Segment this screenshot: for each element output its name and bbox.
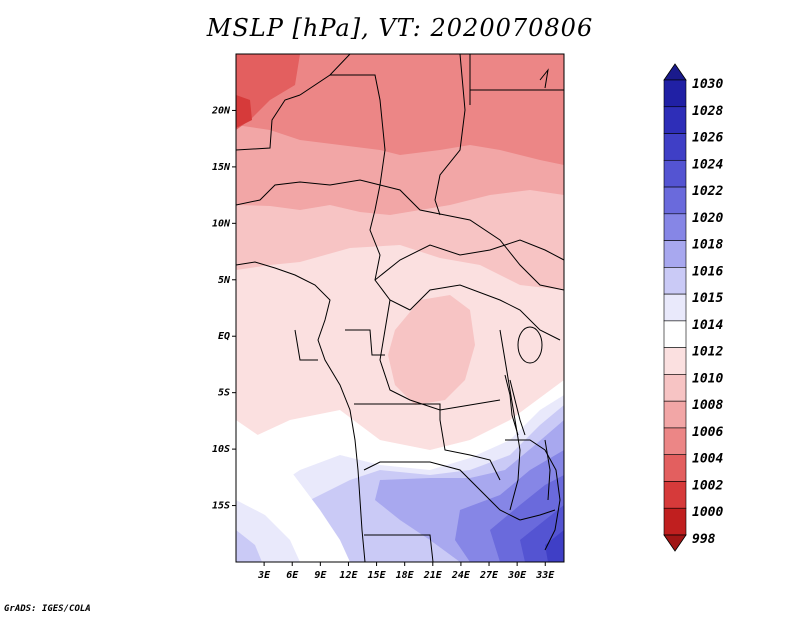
lon-tick-label: 12E [339,570,358,581]
colorbar-label: 1015 [692,291,723,306]
colorbar-label: 1024 [692,157,723,172]
colorbar-label: 1028 [692,104,723,119]
lon-tick-label: 30E [507,570,527,581]
colorbar-swatch [663,293,687,322]
colorbar-swatch [663,186,687,215]
country-borders [236,54,564,562]
colorbar-label: 1008 [692,398,723,413]
colorbar-swatch [663,320,687,348]
map-title: MSLP [hPa], VT: 2020070806 [206,14,594,42]
colorbar-label: 1010 [692,371,723,386]
colorbar-label: 1004 [692,452,723,467]
colorbar-label: 998 [692,532,716,547]
grads-credit: GrADS: IGES/COLA [4,604,91,614]
lat-tick-label: 20N [211,105,231,116]
colorbar-swatch [663,507,687,536]
colorbar-swatch [663,79,687,108]
colorbar-label: 1022 [692,184,723,199]
colorbar-label: 1012 [692,345,723,360]
lon-tick-label: 15E [368,570,387,581]
colorbar-swatch [663,213,687,241]
colorbar-bottom-arrow [663,534,687,552]
colorbar-label: 1020 [692,211,723,226]
lat-tick-label: 5S [218,388,230,399]
lat-tick-label: 15N [212,162,231,173]
colorbar-label: 1016 [692,264,723,279]
colorbar-swatch [663,106,687,134]
colorbar-swatch [663,400,687,429]
colorbar-swatch [663,267,687,295]
colorbar-label: 1006 [692,425,723,440]
lakes [504,68,551,501]
colorbar-label: 1026 [692,131,723,146]
colorbar-label: 1000 [692,505,723,520]
colorbar-swatch [663,133,687,161]
colorbar-swatch [663,427,687,456]
lat-tick-label: 10N [212,218,231,229]
longitude-axis: 3E 6E 9E 12E 15E 18E 21E 24E 27E 30E 33E [257,562,555,581]
lon-tick-label: 18E [396,570,415,581]
lat-tick-label: 15S [212,501,230,512]
colorbar-top-arrow [663,63,687,81]
lon-tick-label: 24E [451,570,471,581]
colorbar-swatch [663,347,687,375]
colorbar-label: 1002 [692,478,723,493]
colorbar-swatch [663,240,687,268]
colorbar-swatch [663,374,687,402]
colorbar-swatch [663,159,687,188]
lon-tick-label: 21E [423,570,443,581]
pressure-shading [236,54,564,562]
lon-tick-label: 6E [286,570,299,581]
colorbar-label: 1030 [692,77,723,92]
colorbar-swatch [663,454,687,482]
map-frame [235,53,565,563]
lon-tick-label: 27E [479,570,499,581]
lon-tick-label: 9E [314,570,327,581]
lon-tick-label: 33E [535,570,555,581]
lat-tick-label: EQ [218,331,230,342]
colorbar: 1030 1028 1026 1024 1022 1020 1018 1016 1015 1014… [663,63,723,552]
colorbar-label: 1014 [692,318,723,333]
lon-tick-label: 3E [257,570,271,581]
colorbar-label: 1018 [692,238,723,253]
latitude-axis: 20N 15N 10N 5N EQ 5S 10S 15S [211,105,236,512]
colorbar-swatch [663,481,687,509]
lat-tick-label: 10S [212,444,230,455]
lat-tick-label: 5N [218,275,231,286]
